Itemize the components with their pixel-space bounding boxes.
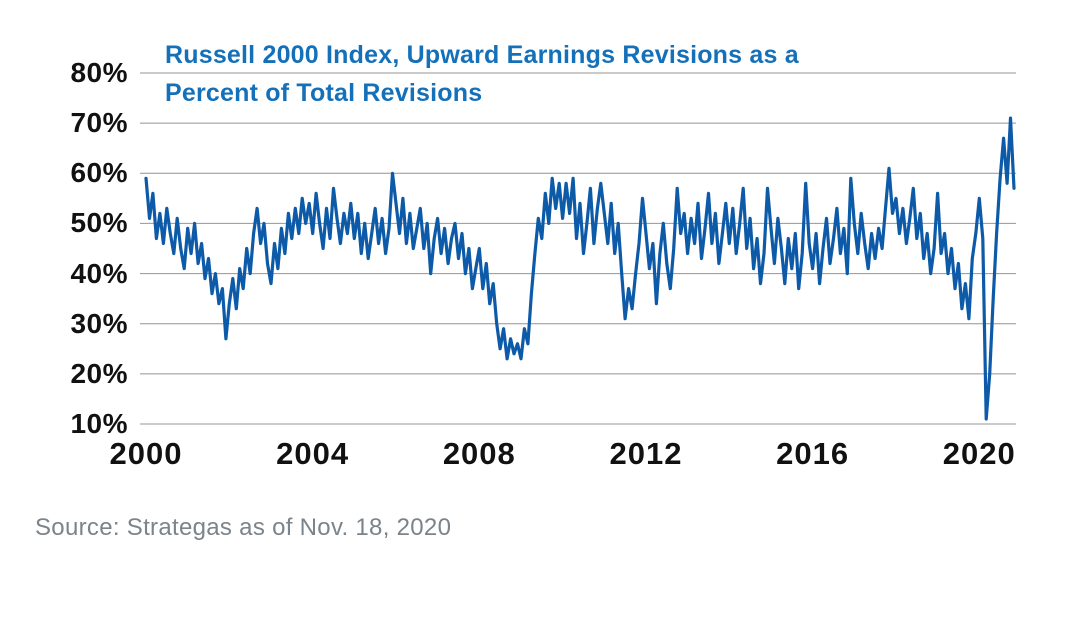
chart-title: Russell 2000 Index, Upward Earnings Revi… — [165, 36, 799, 112]
x-axis-tick-label: 2004 — [276, 436, 350, 471]
y-axis-tick-label: 70% — [70, 107, 128, 139]
revision-line — [144, 116, 1016, 421]
chart-title-line-2: Percent of Total Revisions — [165, 79, 483, 107]
y-axis-tick-label: 20% — [70, 357, 128, 389]
gridlines — [140, 72, 1016, 425]
x-axis-tick-label: 2012 — [609, 436, 683, 471]
x-axis-tick-label: 2020 — [942, 436, 1016, 471]
y-axis-tick-label: 80% — [70, 57, 128, 88]
y-axis-tick-label: 10% — [70, 408, 128, 439]
x-axis-tick-label: 2016 — [776, 436, 850, 471]
x-axis-tick-label: 2008 — [442, 436, 516, 471]
y-axis-tick-label: 60% — [70, 157, 128, 189]
y-axis-tick-label: 30% — [70, 307, 128, 339]
x-axis-tick-label: 2000 — [109, 436, 183, 471]
source-note: Source: Strategas as of Nov. 18, 2020 — [35, 514, 452, 541]
chart-title-line-1: Russell 2000 Index, Upward Earnings Revi… — [165, 41, 799, 69]
y-axis-tick-label: 50% — [70, 207, 128, 239]
y-axis-tick-label: 40% — [70, 257, 128, 289]
